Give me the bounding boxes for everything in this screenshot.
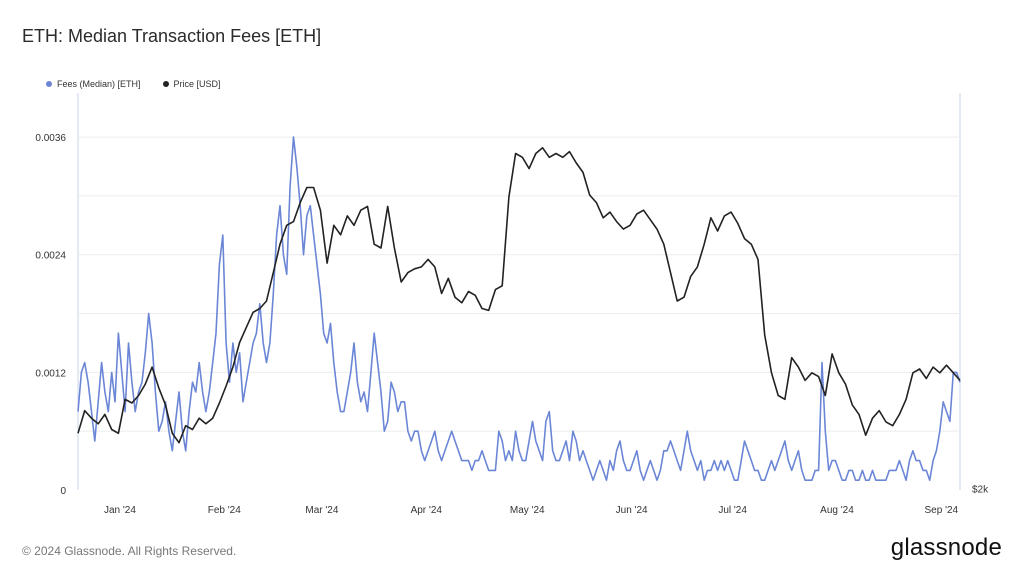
x-tick-label: Jan '24 [104, 505, 136, 516]
x-tick-label: Aug '24 [820, 505, 854, 516]
legend: Fees (Median) [ETH] Price [USD] [46, 79, 221, 89]
x-tick-label: Jul '24 [718, 505, 747, 516]
x-tick-label: Mar '24 [305, 505, 338, 516]
legend-label-fees: Fees (Median) [ETH] [57, 79, 141, 89]
y-tick-label: 0.0012 [35, 368, 66, 379]
chart-title: ETH: Median Transaction Fees [ETH] [22, 26, 322, 46]
y-tick-label: 0.0036 [35, 133, 66, 144]
x-tick-label: Sep '24 [925, 505, 959, 516]
legend-label-price: Price [USD] [173, 79, 221, 89]
price-series-line [77, 147, 961, 444]
y-right-tick-label: $2k [972, 485, 989, 496]
fees-series-line [77, 136, 961, 481]
glassnode-logo: glassnode [890, 534, 1002, 561]
y-tick-label: 0 [60, 486, 66, 497]
legend-item-fees[interactable]: Fees (Median) [ETH] [46, 79, 141, 89]
legend-dot-fees [46, 81, 52, 87]
legend-dot-price [162, 81, 169, 87]
copyright-footer: © 2024 Glassnode. All Rights Reserved. [22, 544, 237, 558]
y-tick-label: 0.0024 [35, 251, 66, 262]
x-tick-label: Feb '24 [208, 505, 241, 516]
legend-item-price[interactable]: Price [USD] [162, 79, 221, 89]
x-tick-label: Apr '24 [411, 505, 443, 516]
x-tick-label: Jun '24 [616, 505, 648, 516]
x-tick-label: May '24 [510, 505, 545, 516]
